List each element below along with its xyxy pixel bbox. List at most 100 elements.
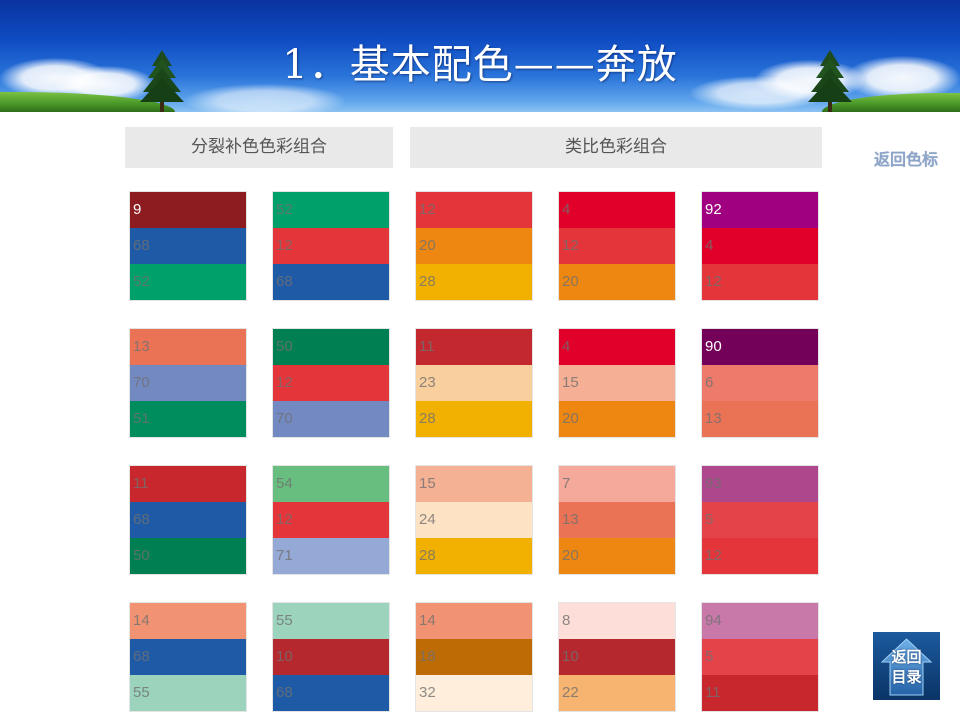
color-number: 9 [133,201,142,218]
color-number: 23 [419,374,436,391]
color-number: 20 [419,237,436,254]
color-band: 4 [702,228,818,264]
color-number: 6 [705,374,714,391]
color-band: 14 [130,603,246,639]
color-number: 28 [419,273,436,290]
color-band: 52 [130,264,246,300]
color-band: 70 [130,365,246,401]
color-band: 92 [702,192,818,228]
color-band: 20 [416,228,532,264]
color-band: 14 [416,603,532,639]
back-to-color-chart-link[interactable]: 返回色标 [874,150,939,169]
color-band: 12 [559,228,675,264]
color-band: 68 [130,228,246,264]
color-number: 11 [705,684,721,701]
color-swatch: 11 68 50 [130,466,246,574]
color-band: 70 [273,401,389,437]
section-header-split-complementary: 分裂补色色彩组合 [125,127,393,168]
color-number: 12 [276,237,293,254]
color-swatch: 93 5 12 [702,466,818,574]
color-band: 12 [273,502,389,538]
color-band: 68 [130,639,246,675]
color-number: 10 [562,648,579,665]
color-number: 13 [133,338,150,355]
color-swatch: 14 18 32 [416,603,532,711]
color-number: 70 [276,410,293,427]
color-band: 11 [702,675,818,711]
color-band: 5 [702,502,818,538]
color-number: 11 [419,338,435,355]
color-number: 4 [562,338,571,355]
color-band: 8 [559,603,675,639]
color-band: 54 [273,466,389,502]
color-number: 20 [562,547,579,564]
color-number: 51 [133,410,150,427]
color-band: 13 [559,502,675,538]
color-band: 12 [416,192,532,228]
color-band: 93 [702,466,818,502]
cloud [845,56,960,100]
color-number: 12 [276,374,293,391]
color-number: 90 [705,338,722,355]
color-number: 15 [562,374,579,391]
color-swatch: 50 12 70 [273,329,389,437]
color-band: 13 [130,329,246,365]
color-number: 68 [133,237,150,254]
color-number: 55 [276,612,293,629]
color-swatch: 14 68 55 [130,603,246,711]
color-number: 14 [419,612,436,629]
color-band: 55 [273,603,389,639]
color-band: 22 [559,675,675,711]
section-header-analogous: 类比色彩组合 [410,127,822,168]
color-band: 68 [273,264,389,300]
color-band: 24 [416,502,532,538]
color-swatch: 11 23 28 [416,329,532,437]
color-number: 18 [419,648,436,665]
color-swatch: 12 20 28 [416,192,532,300]
color-band: 28 [416,264,532,300]
color-number: 20 [562,410,579,427]
color-band: 50 [273,329,389,365]
color-band: 4 [559,329,675,365]
color-band: 10 [559,639,675,675]
color-number: 4 [562,201,571,218]
tree-icon [140,50,184,112]
color-number: 12 [276,511,293,528]
color-band: 55 [130,675,246,711]
color-band: 90 [702,329,818,365]
color-number: 24 [419,511,436,528]
home-icon [873,632,940,700]
back-to-contents-button[interactable]: 返回 目录 [873,632,940,700]
color-number: 5 [705,648,714,665]
color-swatch: 54 12 71 [273,466,389,574]
color-number: 11 [133,475,149,492]
color-band: 9 [130,192,246,228]
color-number: 54 [276,475,293,492]
color-number: 71 [276,547,293,564]
button-label-line2: 目录 [891,668,922,686]
color-number: 50 [276,338,293,355]
color-number: 8 [562,612,571,629]
grass [822,93,960,112]
color-swatch: 9 68 52 [130,192,246,300]
color-number: 50 [133,547,150,564]
color-swatch: 4 15 20 [559,329,675,437]
color-band: 11 [416,329,532,365]
color-number: 4 [705,237,714,254]
color-number: 13 [562,511,579,528]
color-swatch: 15 24 28 [416,466,532,574]
color-number: 94 [705,612,722,629]
color-number: 15 [419,475,436,492]
color-number: 70 [133,374,150,391]
color-band: 68 [130,502,246,538]
color-band: 68 [273,675,389,711]
color-band: 52 [273,192,389,228]
color-number: 68 [133,648,150,665]
color-number: 14 [133,612,150,629]
color-number: 22 [562,684,579,701]
color-swatch: 7 13 20 [559,466,675,574]
color-swatch: 92 4 12 [702,192,818,300]
color-swatch: 13 70 51 [130,329,246,437]
color-band: 28 [416,538,532,574]
color-number: 7 [562,475,571,492]
